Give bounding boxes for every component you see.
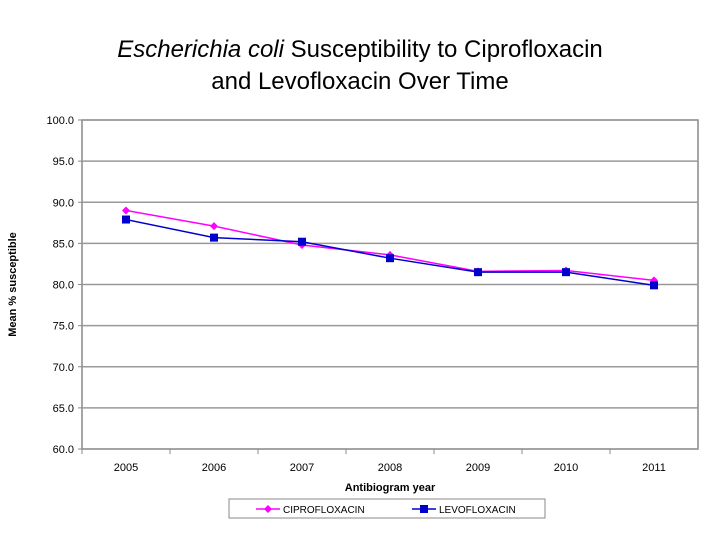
legend-label: CIPROFLOXACIN [283,505,365,516]
legend-marker [420,505,428,513]
y-tick-label: 75.0 [53,321,74,333]
data-point-levofloxacin [474,268,482,277]
chart-title: Escherichia coli Susceptibility to Cipro… [0,34,720,98]
y-tick-label: 70.0 [53,362,74,374]
y-tick-label: 80.0 [53,280,74,292]
legend [228,498,546,519]
x-tick-label: 2005 [114,462,138,474]
y-tick-label: 60.0 [53,444,74,456]
x-axis-label: Antibiogram year [345,482,436,494]
y-tick-label: 100.0 [46,115,74,127]
data-point-levofloxacin [650,281,658,290]
x-tick-label: 2006 [202,462,226,474]
data-point-levofloxacin [298,237,306,246]
y-axis-label: Mean % susceptible [7,232,19,337]
data-point-levofloxacin [122,215,130,224]
x-tick-label: 2009 [466,462,490,474]
legend-marker [264,505,272,513]
y-tick-label: 65.0 [53,403,74,415]
x-tick-label: 2008 [378,462,402,474]
title-rest: Susceptibility to Ciprofloxacin [283,36,603,63]
x-tick-label: 2010 [554,462,578,474]
y-tick-label: 90.0 [53,197,74,209]
x-tick-label: 2011 [642,462,666,474]
y-tick-label: 95.0 [53,156,74,168]
data-point-ciprofloxacin [122,206,130,215]
legend-label: LEVOFLOXACIN [439,505,516,516]
title-italic: Escherichia coli [117,36,284,63]
title-line2: and Levofloxacin Over Time [211,68,509,95]
data-point-levofloxacin [386,254,394,263]
data-point-levofloxacin [210,233,218,242]
x-tick-label: 2007 [290,462,314,474]
data-point-ciprofloxacin [210,222,218,231]
data-point-levofloxacin [562,268,570,277]
y-tick-label: 85.0 [53,238,74,250]
